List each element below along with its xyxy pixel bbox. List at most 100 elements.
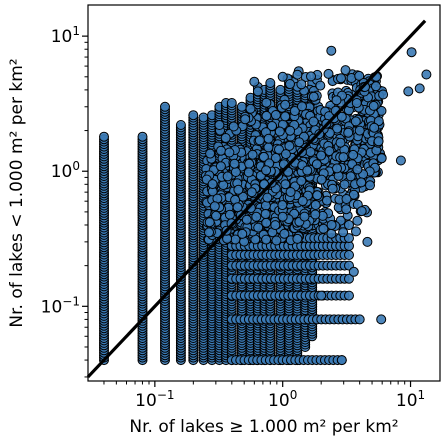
data-point (279, 228, 290, 239)
data-point (243, 167, 254, 178)
data-point (362, 236, 373, 247)
data-point (265, 78, 276, 88)
y-axis-label: Nr. of lakes < 1.000 m² per km² (7, 58, 27, 327)
data-point (336, 73, 346, 84)
data-point (258, 151, 269, 162)
data-point (296, 175, 307, 186)
data-point (274, 144, 284, 155)
data-point (285, 187, 296, 197)
data-point (324, 146, 335, 157)
data-point (373, 136, 384, 147)
data-point (315, 80, 326, 91)
data-point (222, 171, 233, 182)
data-point (395, 155, 406, 166)
data-point (336, 111, 347, 122)
data-point (270, 220, 281, 231)
data-point (261, 97, 272, 108)
data-point (327, 183, 338, 194)
data-point (292, 69, 303, 80)
data-point (348, 189, 359, 200)
data-point (277, 71, 288, 82)
data-point (245, 103, 256, 114)
data-point (252, 86, 263, 97)
data-point (369, 122, 380, 133)
data-point (316, 290, 327, 301)
data-point (316, 174, 327, 185)
data-point (271, 235, 282, 246)
data-point (289, 106, 300, 116)
data-point (296, 79, 307, 90)
data-point (326, 220, 337, 230)
data-point (247, 149, 258, 160)
data-point (261, 234, 272, 245)
data-point (228, 121, 239, 132)
data-point (204, 227, 214, 238)
data-point (344, 233, 354, 244)
data-point (198, 112, 209, 123)
data-point (233, 184, 244, 195)
data-point (348, 266, 359, 277)
data-point (232, 202, 243, 213)
data-point (341, 194, 352, 204)
data-point (280, 179, 291, 190)
data-point (237, 228, 248, 239)
data-point (302, 165, 313, 176)
data-point (274, 126, 285, 137)
data-point (326, 45, 337, 56)
plot-frame (87, 4, 441, 382)
data-point (294, 137, 305, 148)
data-point (352, 215, 363, 226)
data-point (220, 133, 231, 143)
data-point (365, 180, 375, 191)
data-point (339, 179, 350, 190)
data-points (99, 45, 432, 366)
data-point (160, 101, 170, 112)
data-point (244, 158, 255, 169)
data-point (175, 120, 186, 130)
data-point (224, 209, 235, 220)
data-point (215, 161, 226, 172)
data-point (338, 152, 349, 163)
data-point (246, 187, 257, 198)
data-point (275, 84, 286, 95)
data-point (311, 159, 322, 170)
data-point (335, 137, 346, 148)
data-point (316, 150, 327, 161)
data-point (280, 111, 291, 122)
data-point (224, 147, 235, 158)
data-point (262, 192, 273, 203)
data-point (214, 120, 225, 130)
y-axis-ticks: 10−1 100 101 (41, 24, 88, 378)
data-point (308, 91, 319, 102)
data-point (260, 200, 271, 211)
data-point (280, 149, 291, 160)
data-point (285, 125, 296, 136)
data-point (261, 165, 272, 176)
data-point (421, 69, 432, 80)
data-point (378, 89, 389, 100)
data-point (137, 131, 148, 142)
data-point (270, 110, 281, 120)
x-tick-label: 10−1 (135, 388, 174, 411)
data-point (207, 179, 218, 190)
data-point (260, 209, 271, 219)
data-point (261, 110, 272, 121)
data-point (368, 100, 379, 111)
x-axis-label: Nr. of lakes ≥ 1.000 m² per km² (129, 417, 398, 437)
data-point (354, 125, 365, 136)
data-point (345, 171, 356, 182)
data-point (305, 147, 316, 157)
data-point (267, 121, 277, 131)
data-point (356, 206, 367, 217)
data-point (376, 153, 387, 164)
data-point (277, 211, 288, 222)
data-point (376, 314, 387, 325)
data-point (332, 123, 343, 134)
data-point (351, 226, 361, 237)
data-point (270, 153, 281, 163)
data-point (241, 214, 252, 225)
data-point (371, 81, 381, 92)
data-point (297, 196, 308, 206)
data-point (236, 101, 247, 112)
data-point (323, 68, 334, 79)
